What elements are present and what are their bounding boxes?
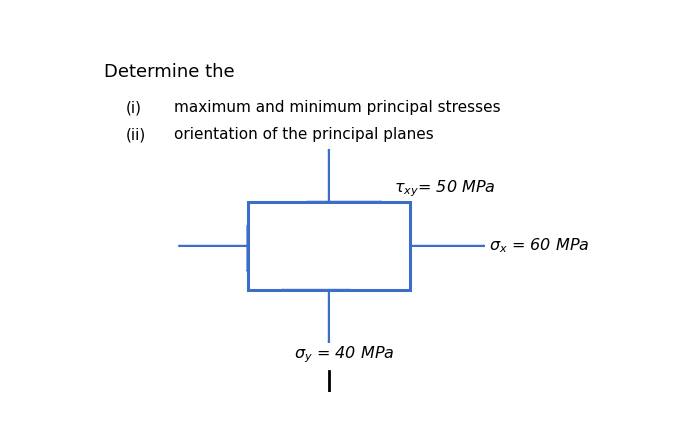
- Text: maximum and minimum principal stresses: maximum and minimum principal stresses: [174, 100, 501, 115]
- Text: Determine the: Determine the: [104, 63, 234, 81]
- Text: orientation of the principal planes: orientation of the principal planes: [174, 127, 434, 142]
- Text: $\sigma_x$ = 60 $MPa$: $\sigma_x$ = 60 $MPa$: [489, 237, 589, 255]
- Text: $\sigma_y$ = 40 $MPa$: $\sigma_y$ = 40 $MPa$: [294, 344, 394, 365]
- Text: $\tau_{xy}$= 50 $MPa$: $\tau_{xy}$= 50 $MPa$: [394, 178, 496, 198]
- Text: (i): (i): [125, 100, 141, 115]
- Text: (ii): (ii): [125, 127, 146, 142]
